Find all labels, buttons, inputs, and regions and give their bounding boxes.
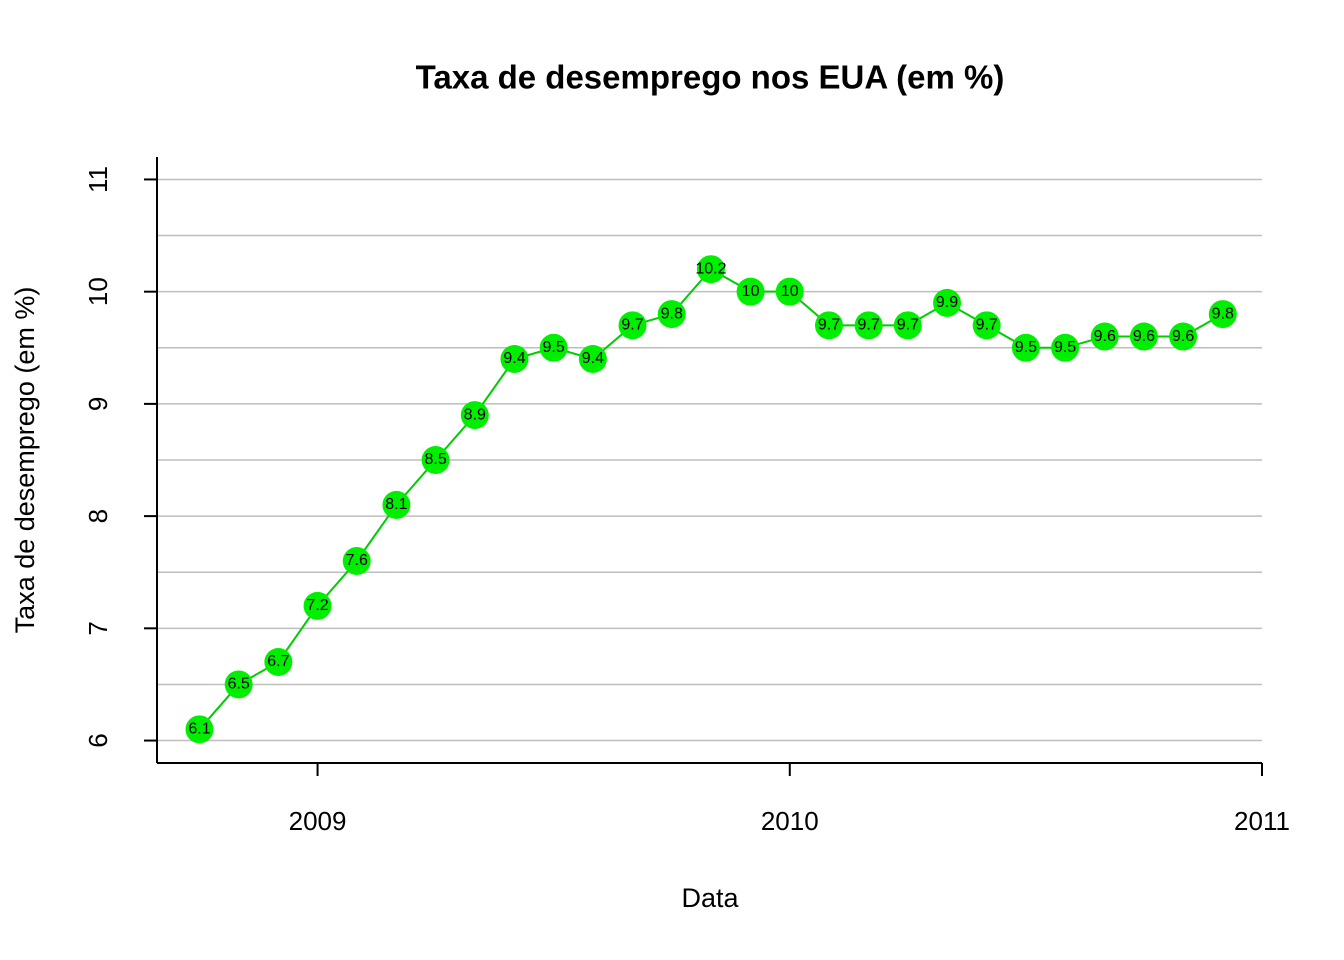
point-label: 9.9 (936, 294, 958, 311)
point-label: 8.1 (385, 496, 407, 513)
chart-title: Taxa de desemprego nos EUA (em %) (416, 59, 1005, 96)
point-label: 9.6 (1133, 328, 1155, 345)
x-tick-label: 2011 (1234, 806, 1290, 836)
point-label: 9.5 (1015, 339, 1037, 356)
point-label: 9.6 (1172, 328, 1194, 345)
point-label: 9.4 (582, 350, 604, 367)
point-label: 9.5 (543, 339, 565, 356)
point (814, 311, 843, 340)
point-label: 8.5 (424, 451, 446, 468)
y-axis-label: Taxa de desemprego (em %) (10, 287, 40, 634)
point (854, 311, 883, 340)
point-label: 7.6 (346, 552, 368, 569)
point-label: 6.1 (188, 721, 210, 738)
point (500, 345, 529, 373)
point-label: 10 (781, 283, 799, 300)
point-label: 9.5 (1054, 339, 1076, 356)
point (303, 591, 332, 620)
y-tick-label: 7 (83, 621, 113, 635)
x-tick-label: 2010 (761, 806, 819, 836)
point-label: 8.9 (464, 406, 486, 423)
point-label: 9.7 (621, 317, 643, 334)
x-tick-label: 2009 (289, 806, 347, 836)
point (1169, 322, 1198, 351)
point (342, 547, 371, 575)
point (578, 345, 607, 373)
point-label: 6.7 (267, 653, 289, 670)
y-tick-label: 11 (83, 166, 113, 193)
point (264, 648, 293, 676)
point-label: 9.6 (1094, 328, 1116, 345)
y-tick-label: 10 (83, 277, 113, 306)
point-label: 9.8 (1212, 305, 1234, 322)
point (1129, 322, 1158, 351)
point-label: 9.8 (661, 305, 683, 322)
point (460, 401, 489, 430)
point (736, 277, 765, 306)
point-label: 9.4 (503, 350, 525, 367)
point (696, 255, 725, 284)
point (1051, 333, 1080, 362)
y-tick-label: 8 (83, 509, 113, 523)
point (224, 670, 253, 699)
point-label: 9.7 (976, 317, 998, 334)
point (1208, 300, 1237, 329)
point (185, 715, 214, 744)
point (775, 277, 804, 306)
point (657, 300, 686, 329)
point (972, 311, 1001, 340)
y-tick-label: 9 (83, 397, 113, 411)
point (893, 311, 922, 340)
y-tick-label: 6 (83, 733, 113, 747)
point (382, 490, 411, 519)
point-label: 9.7 (818, 317, 840, 334)
point-label: 7.2 (306, 597, 328, 614)
point (421, 446, 450, 474)
point-label: 10.2 (695, 260, 726, 277)
point (618, 311, 647, 340)
point (1090, 322, 1119, 351)
point-label: 9.7 (897, 317, 919, 334)
x-axis-label: Data (681, 883, 739, 913)
point-label: 10 (742, 283, 760, 300)
point (1011, 333, 1040, 362)
point-label: 9.7 (858, 317, 880, 334)
point (933, 288, 962, 317)
point-label: 6.5 (228, 676, 250, 693)
point (539, 333, 568, 362)
